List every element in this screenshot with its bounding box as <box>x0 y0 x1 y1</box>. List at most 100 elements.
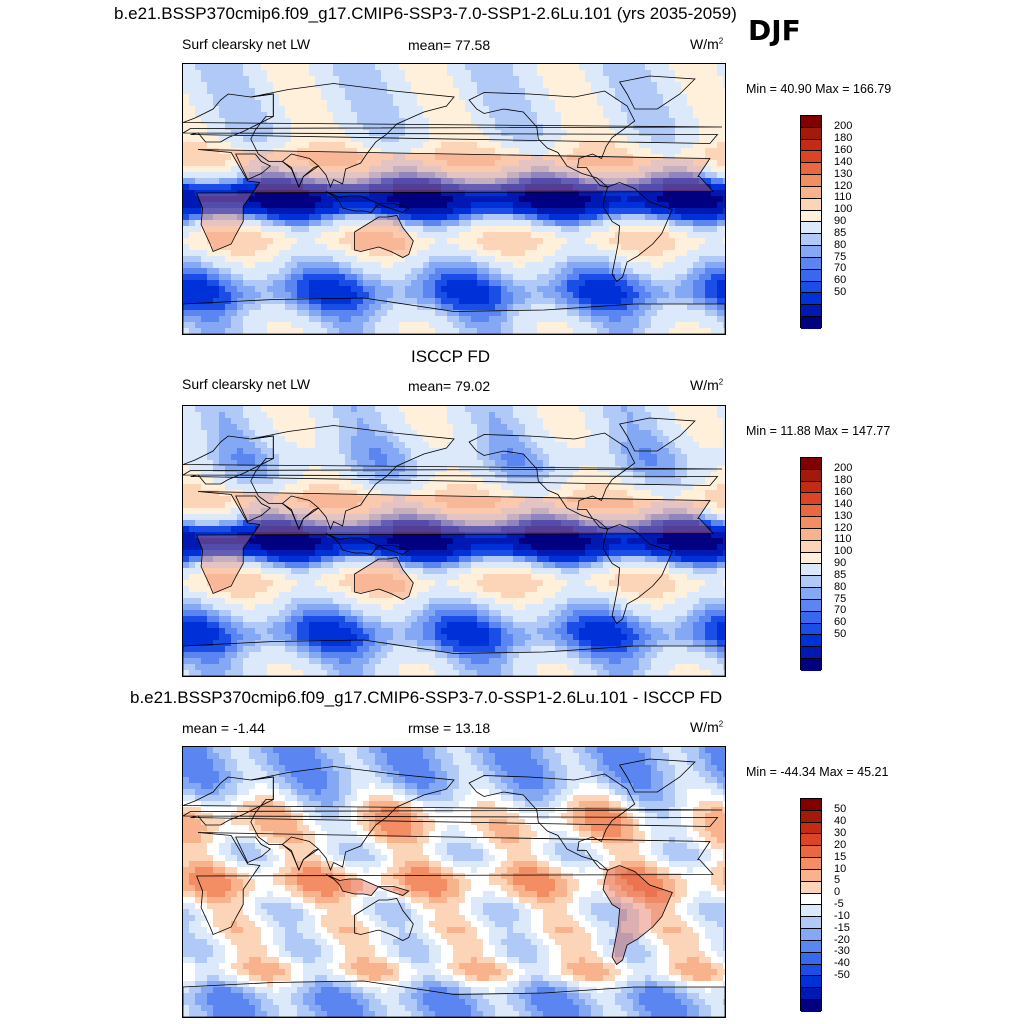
coastline-greenland <box>618 417 696 452</box>
colorbar-tick-label: -30 <box>834 945 850 958</box>
panel1-title: b.e21.BSSP370cmip6.f09_g17.CMIP6-SSP3-7.… <box>114 4 737 23</box>
coastline-seasia <box>325 191 410 213</box>
colorbar-swatch <box>801 305 821 318</box>
colorbar-tick-label: 75 <box>834 592 847 605</box>
colorbar-swatch <box>801 869 821 882</box>
colorbar-tick-label: 40 <box>834 815 847 828</box>
colorbar-swatch <box>801 858 821 870</box>
colorbar-tick-label: 10 <box>834 862 847 875</box>
colorbar-tick-label: 130 <box>834 167 853 180</box>
colorbar-swatch <box>801 846 821 859</box>
coastline-seasia <box>325 533 410 555</box>
season-label: DJF <box>748 14 801 47</box>
colorbar-tick-label: 80 <box>834 580 847 593</box>
panel1-variable-label: Surf clearsky net LW <box>182 36 311 52</box>
panel1-map <box>182 63 726 335</box>
coastline-samerica <box>602 182 673 283</box>
colorbar-swatch <box>801 810 821 823</box>
panel3-minmax: Min = -44.34 Max = 45.21 <box>746 765 889 779</box>
coastline-arabia <box>235 153 272 181</box>
panel3-title: b.e21.BSSP370cmip6.f09_g17.CMIP6-SSP3-7.… <box>130 688 723 707</box>
colorbar-swatch <box>801 198 821 211</box>
colorbar-swatch <box>801 623 821 636</box>
colorbar-swatch <box>801 163 821 176</box>
panel3-units: W/m2 <box>690 719 724 735</box>
colorbar-swatch <box>801 517 821 529</box>
colorbar-swatch <box>801 317 821 329</box>
coastline-australia <box>354 557 414 600</box>
colorbar-swatch <box>801 929 821 941</box>
colorbar-tick-label: -10 <box>834 909 850 922</box>
colorbar-swatch <box>801 659 821 671</box>
colorbar-tick-label: 60 <box>834 616 847 629</box>
colorbar-tick-label: 160 <box>834 486 853 498</box>
coastline-europe <box>183 93 723 144</box>
colorbar-swatch <box>801 905 821 918</box>
colorbar-tick-label: -5 <box>834 898 844 910</box>
panel2-colorbar <box>800 457 822 671</box>
colorbar-tick-label: 160 <box>834 144 853 156</box>
colorbar-tick-label: 50 <box>834 628 847 640</box>
colorbar-tick-label: 20 <box>834 838 847 851</box>
colorbar-swatch <box>801 139 821 152</box>
panel2-title: ISCCP FD <box>411 347 491 366</box>
colorbar-swatch <box>801 588 821 600</box>
colorbar-tick-label: 180 <box>834 474 853 487</box>
panel3-rmse-label: rmse = 13.18 <box>408 720 491 736</box>
colorbar-tick-label: 110 <box>834 533 852 546</box>
coastline-india <box>281 836 320 872</box>
colorbar-swatch <box>801 552 821 565</box>
panel2-mean-label: mean= 79.02 <box>408 378 491 394</box>
colorbar-swatch <box>801 647 821 660</box>
coastline-greenland <box>618 758 696 793</box>
colorbar-swatch <box>801 1000 821 1012</box>
colorbar-swatch <box>801 481 821 494</box>
colorbar-tick-label: 90 <box>834 215 847 227</box>
coastline-india <box>281 153 320 189</box>
colorbar-tick-label: -20 <box>834 933 850 946</box>
colorbar-tick-label: 140 <box>834 497 853 510</box>
coastline-antarctica <box>183 639 725 676</box>
colorbar-swatch <box>801 257 821 270</box>
colorbar-swatch <box>801 269 821 282</box>
coastline-india <box>281 495 320 531</box>
colorbar-tick-label: 0 <box>834 886 841 899</box>
colorbar-swatch <box>801 469 821 482</box>
colorbar-tick-label: 50 <box>834 803 847 816</box>
colorbar-swatch <box>801 964 821 977</box>
colorbar-tick-label: 70 <box>834 604 847 617</box>
colorbar-tick-label: 140 <box>834 155 853 168</box>
colorbar-tick-label: 75 <box>834 250 847 263</box>
coastline-europe <box>183 435 723 486</box>
colorbar-swatch <box>801 246 821 258</box>
coastline-australia <box>354 898 414 941</box>
colorbar-swatch <box>801 834 821 847</box>
coastline-arabia <box>235 836 272 864</box>
colorbar-tick-label: 120 <box>834 179 853 192</box>
colorbar-tick-label: 85 <box>834 226 847 239</box>
colorbar-tick-label: 100 <box>834 203 853 216</box>
colorbar-swatch <box>801 281 821 294</box>
colorbar-tick-label: 15 <box>834 850 847 863</box>
colorbar-tick-label: 80 <box>834 238 847 251</box>
colorbar-tick-label: 180 <box>834 132 853 145</box>
panel3-map <box>182 746 726 1018</box>
colorbar-tick-label: 5 <box>834 874 841 887</box>
panel1-colorbar <box>800 115 822 329</box>
coastline-seasia <box>325 874 410 896</box>
colorbar-swatch <box>801 528 821 541</box>
colorbar-swatch <box>801 822 821 835</box>
colorbar-swatch <box>801 893 821 906</box>
coastline-greenland <box>618 75 696 110</box>
colorbar-swatch <box>801 458 821 470</box>
panel2-minmax: Min = 11.88 Max = 147.77 <box>746 424 891 438</box>
coastline-antarctica <box>183 980 725 1017</box>
colorbar-swatch <box>801 564 821 577</box>
colorbar-tick-label: -15 <box>834 921 850 934</box>
coastline-antarctica <box>183 297 725 334</box>
panel1-mean-label: mean= 77.58 <box>408 37 491 53</box>
coastline-namerica <box>468 773 636 871</box>
coastline-asia <box>250 83 455 189</box>
coastline-samerica <box>602 524 673 625</box>
colorbar-swatch <box>801 293 821 306</box>
